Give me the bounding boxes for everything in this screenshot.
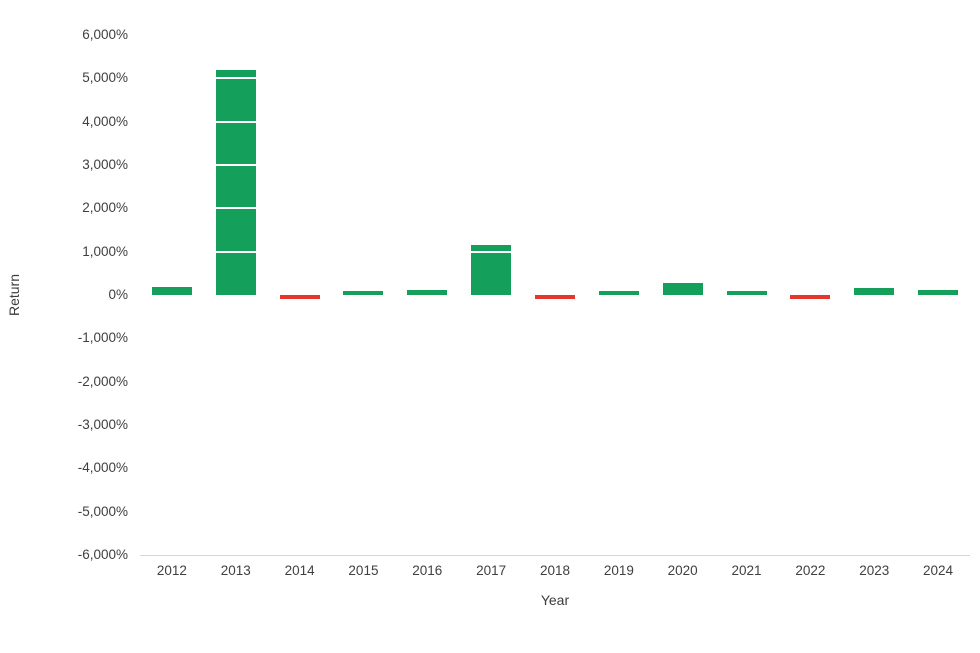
bar-2021 [726, 291, 767, 295]
bar-2018 [535, 295, 575, 299]
y-tick-label: 6,000% [82, 27, 128, 42]
x-axis-title: Year [540, 592, 570, 608]
x-tick-label: 2019 [603, 563, 634, 578]
y-tick-label: 1,000% [82, 243, 128, 259]
y-tick-label: 2,000% [82, 200, 128, 216]
y-tick-label: 3,000% [82, 157, 128, 172]
plot-area: 2012 2013 2014 2015 2016 2017 2018 2019 2020 2021… [140, 35, 970, 578]
bar-2013 [215, 69, 256, 295]
x-tick-label: 2018 [539, 563, 571, 578]
x-tick-label: 2020 [667, 563, 698, 578]
y-tick-label: 0% [108, 287, 128, 302]
gridline [140, 207, 970, 210]
gridline [140, 164, 970, 166]
bar-2014 [279, 295, 320, 299]
y-tick-label: -4,000% [77, 460, 128, 476]
x-tick-label: 2024 [923, 563, 954, 578]
bar-2022 [790, 295, 831, 299]
y-tick-label: -5,000% [77, 503, 128, 519]
gridline [140, 467, 970, 470]
gridline [140, 120, 970, 123]
y-tick-label: -2,000% [77, 373, 128, 389]
x-tick-label: 2012 [156, 563, 187, 578]
x-tick-label: 2014 [284, 563, 315, 578]
y-tick-label: -1,000% [77, 330, 128, 346]
x-tick-label: 2022 [795, 563, 826, 578]
x-tick-label: 2017 [476, 563, 507, 578]
bar-2023 [854, 288, 895, 295]
x-tick-label: 2016 [412, 563, 443, 578]
y-tick-label: -3,000% [77, 417, 128, 432]
gridline [140, 380, 970, 383]
y-axis-tick-labels: -6,000% -5,000% -4,000% -3,000% -2,000% -1,00… [0, 27, 128, 562]
gridline [140, 77, 970, 80]
x-tick-label: 2015 [348, 563, 379, 578]
bar-2016 [407, 289, 448, 295]
bar-2017 [471, 245, 512, 295]
bar-2012 [151, 286, 192, 295]
bar-2019 [598, 291, 639, 295]
gridline [140, 510, 970, 513]
bar-2024 [918, 289, 959, 295]
y-tick-label: -6,000% [77, 547, 128, 562]
y-tick-label: 5,000% [82, 70, 128, 86]
gridline [140, 250, 970, 253]
x-tick-label: 2023 [859, 563, 890, 578]
y-tick-label: 4,000% [82, 113, 128, 129]
x-tick-label: 2021 [731, 563, 762, 578]
gridline [140, 337, 970, 340]
bar-2020 [662, 283, 703, 295]
bar-2015 [343, 291, 384, 295]
x-tick-label: 2013 [220, 563, 251, 578]
gridline [140, 424, 970, 426]
